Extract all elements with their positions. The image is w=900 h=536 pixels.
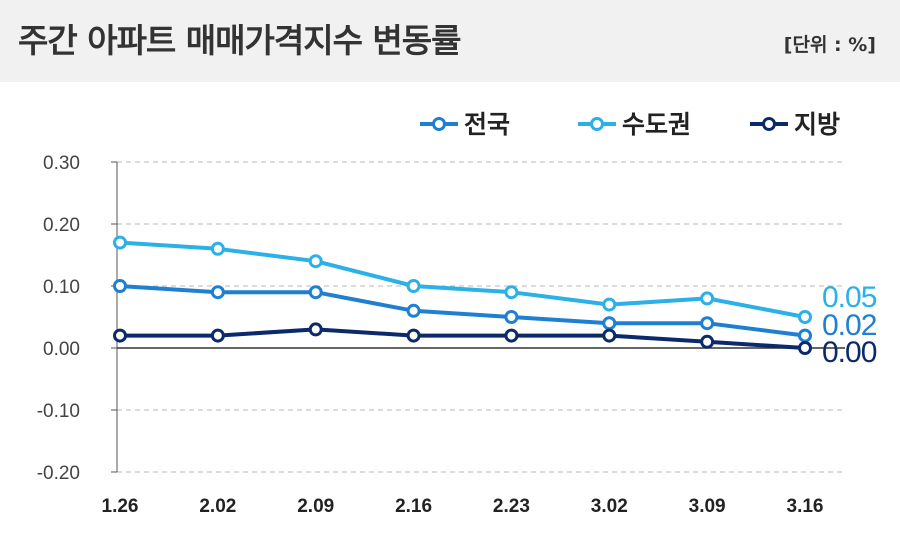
data-point <box>308 285 323 300</box>
series-line <box>120 327 806 350</box>
data-point <box>798 341 812 355</box>
grid-lines <box>116 161 845 473</box>
series-line <box>119 240 806 319</box>
data-point <box>406 279 421 293</box>
data-point <box>406 328 421 343</box>
data-point <box>504 285 519 300</box>
data-point <box>700 334 715 349</box>
x-tick-label: 3.16 <box>787 496 824 517</box>
unit-label: [단위 : %] <box>783 34 876 56</box>
series-2 <box>113 322 812 355</box>
x-tick-label: 2.23 <box>493 496 530 517</box>
end-labels: 0.020.05 0.00 <box>822 281 878 369</box>
legend-marker <box>590 117 604 131</box>
data-point <box>798 328 812 343</box>
y-tick-label: 0.30 <box>43 153 80 174</box>
legend-label: 수도권 <box>622 110 691 139</box>
legend-label: 지방 <box>794 110 840 139</box>
y-tick-label: 0.10 <box>43 277 80 298</box>
data-point <box>602 328 617 343</box>
legend: 전국 수도권 지방 <box>420 110 840 139</box>
data-point <box>308 322 323 337</box>
y-tick-label: -0.20 <box>37 463 80 484</box>
series-0 <box>113 279 812 343</box>
chart-title: 주간 아파트 매매가격지수 변동률 <box>18 21 462 60</box>
data-point <box>210 285 225 300</box>
x-tick-label: 2.16 <box>395 496 432 517</box>
y-tick-label: -0.10 <box>37 401 80 422</box>
y-tick-label: 0.20 <box>43 215 80 236</box>
x-tick-label: 2.02 <box>199 496 236 517</box>
data-point <box>308 254 323 269</box>
end-value-label: 0.05 <box>822 281 877 314</box>
legend-marker <box>432 117 446 131</box>
series-1 <box>113 235 812 324</box>
y-axis-ticks: 0.30 0.20 0.10 0.00 -0.10 -0.20 <box>37 153 117 484</box>
data-point <box>700 316 715 331</box>
series-lines <box>113 235 812 355</box>
end-value-label: 0.02 <box>822 309 877 342</box>
x-tick-label: 3.09 <box>689 496 726 517</box>
data-point <box>113 328 127 343</box>
data-point <box>602 316 617 331</box>
legend-label: 전국 <box>464 110 510 139</box>
data-point <box>504 310 519 324</box>
data-point <box>210 328 225 343</box>
legend-marker <box>762 117 776 131</box>
data-point <box>113 235 127 250</box>
end-value-label: 0.00 <box>822 336 877 369</box>
data-point <box>700 291 715 306</box>
x-tick-label: 1.26 <box>102 496 139 517</box>
x-axis-ticks: 1.26 2.02 2.09 2.16 2.23 3.02 3.09 3.16 <box>102 496 824 517</box>
y-tick-label: 0.00 <box>43 339 80 360</box>
data-point <box>798 310 812 324</box>
data-point <box>504 328 519 343</box>
series-line <box>119 284 806 338</box>
x-tick-label: 3.02 <box>591 496 628 517</box>
data-point <box>406 303 421 318</box>
data-point <box>210 241 225 256</box>
chart-header: 주간 아파트 매매가격지수 변동률 [단위 : %] <box>0 0 900 82</box>
data-point <box>602 297 617 312</box>
x-tick-label: 2.09 <box>297 496 334 517</box>
data-point <box>113 279 127 293</box>
